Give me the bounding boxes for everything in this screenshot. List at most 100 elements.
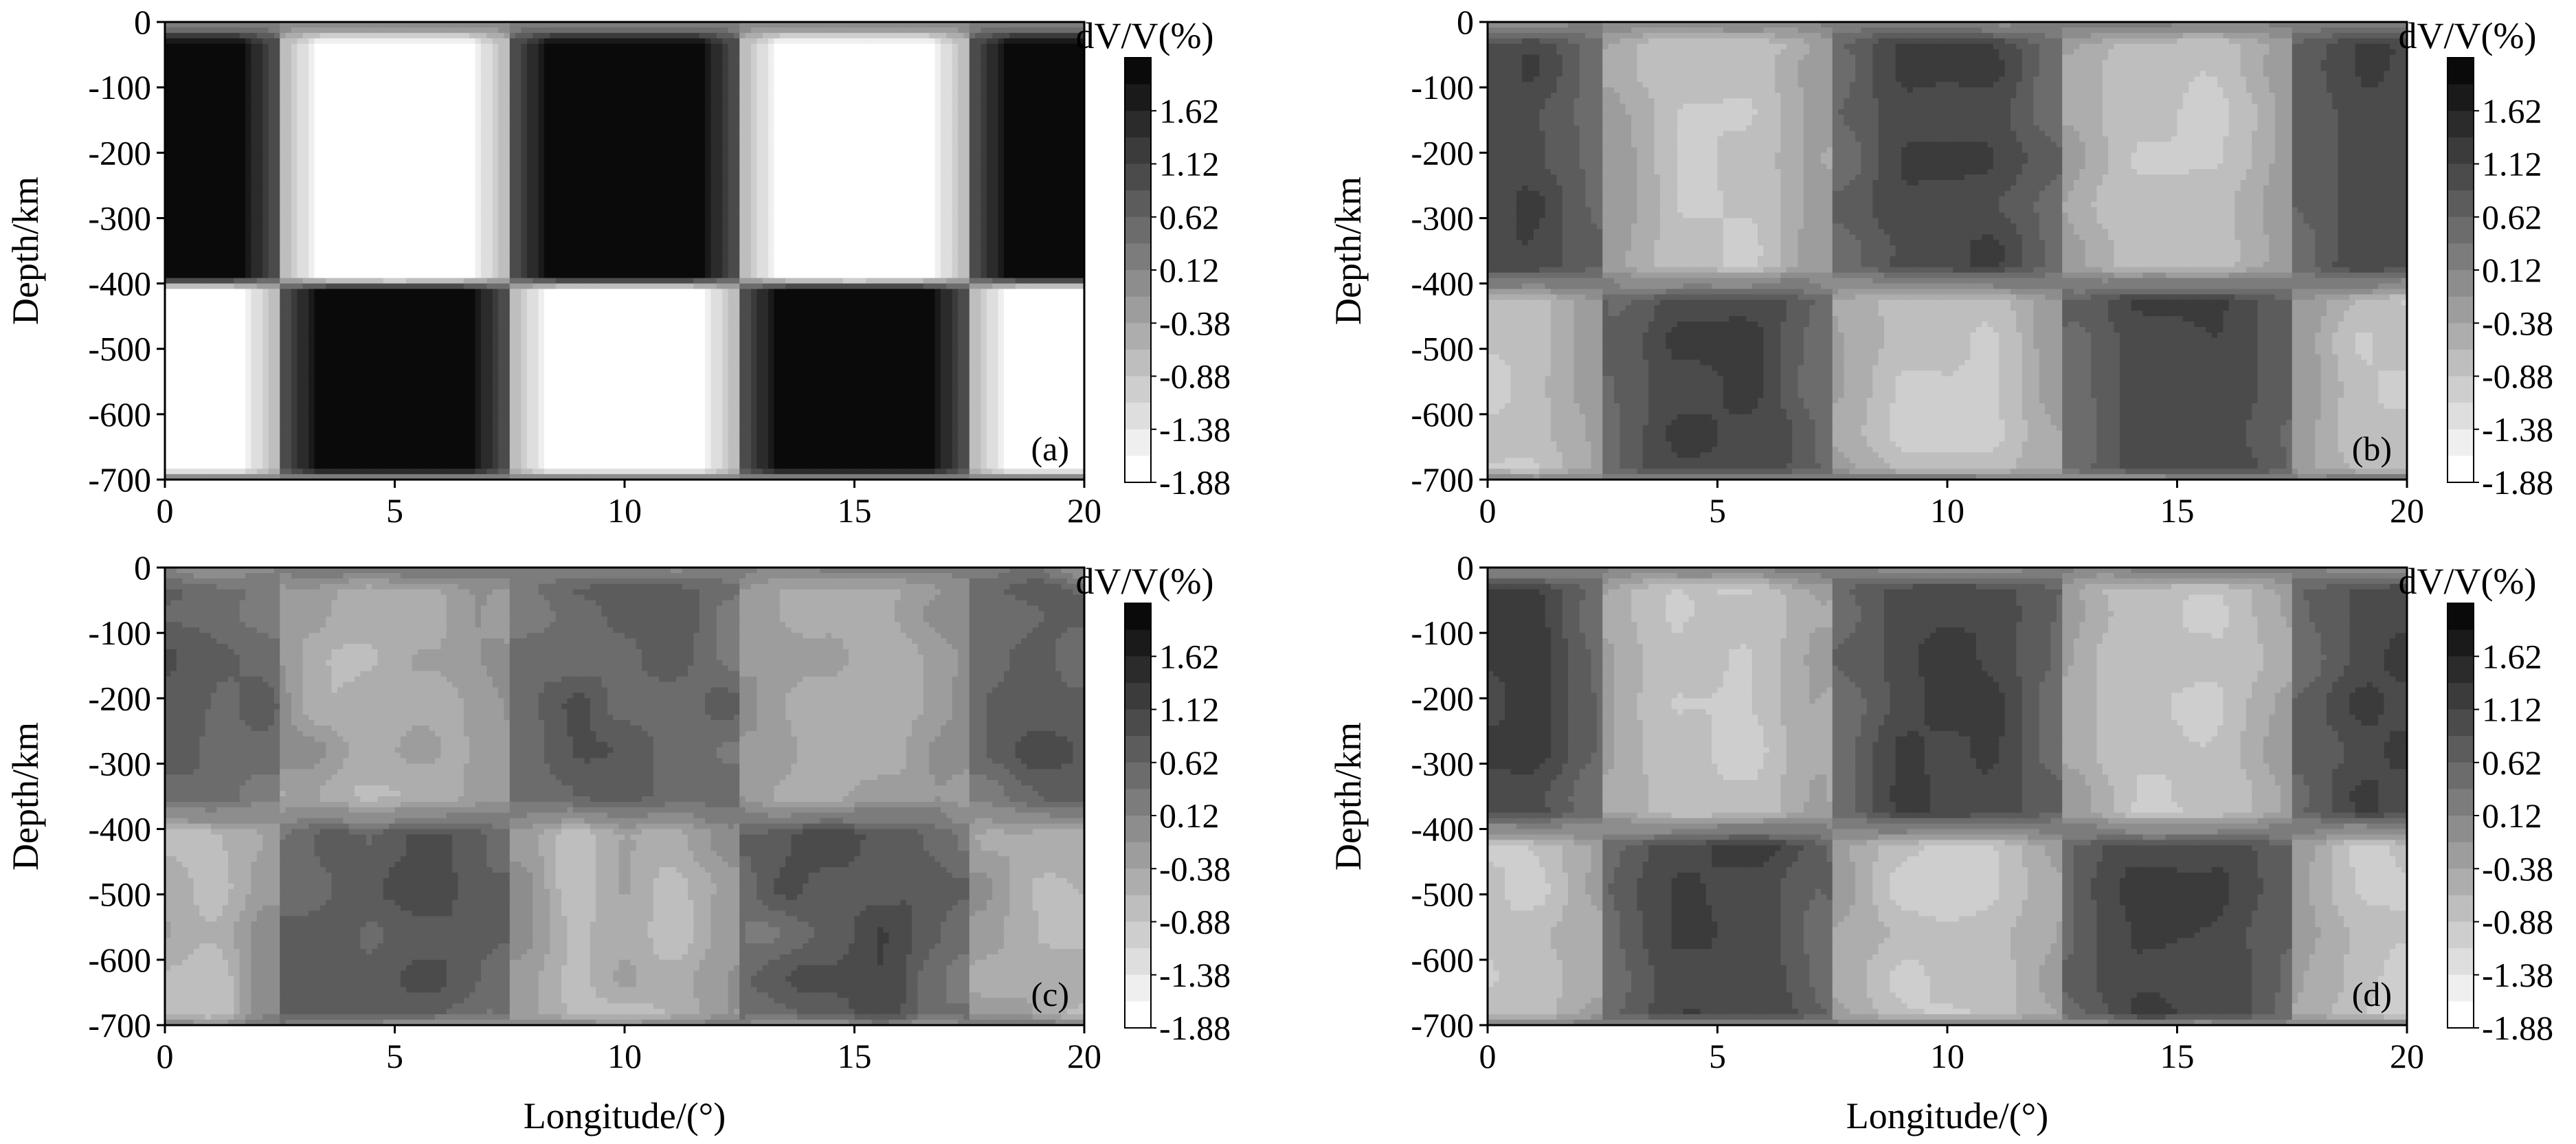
heatmap-cell [653,38,660,45]
heatmap-cell [860,38,866,45]
heatmap-cell [963,65,970,71]
heatmap-cell [274,82,280,88]
heatmap-cell [785,44,792,50]
heatmap-cell [1004,76,1010,82]
heatmap-cell [619,27,625,34]
heatmap-cell [895,33,901,39]
heatmap-cell [705,82,711,88]
heatmap-cell [504,55,510,61]
heatmap-cell [395,82,401,88]
heatmap-cell [757,38,763,45]
heatmap-cell [521,49,527,56]
heatmap-cell [452,33,458,39]
heatmap-cell [1050,44,1056,50]
heatmap-cell [177,71,183,77]
heatmap-cell [228,38,234,45]
heatmap-cell [665,82,671,88]
heatmap-cell [757,49,763,56]
heatmap-cell [1016,33,1022,39]
heatmap-cell [917,38,923,45]
heatmap-cell [837,55,843,61]
heatmap-cell [1027,49,1033,56]
heatmap-cell [240,44,246,50]
heatmap-cell [935,76,941,82]
heatmap-cell [303,87,309,93]
heatmap-cell [1027,82,1033,88]
heatmap-cell [395,49,401,56]
heatmap-cell [1021,60,1027,67]
heatmap-cell [1038,71,1044,77]
heatmap-cell [389,33,395,39]
heatmap-cell [952,49,959,56]
heatmap-cell [435,44,441,50]
heatmap-cell [280,71,286,77]
heatmap-cell [992,49,998,56]
heatmap-cell [389,65,395,71]
heatmap-cell [912,33,918,39]
heatmap-cell [757,60,763,67]
heatmap-cell [579,55,585,61]
heatmap-cell [676,49,682,56]
heatmap-cell [435,33,441,39]
heatmap-cell [223,82,229,88]
heatmap-cell [768,76,774,82]
heatmap-cell [527,71,533,77]
heatmap-cell [493,82,499,88]
heatmap-cell [556,27,562,34]
heatmap-cell [613,76,619,82]
heatmap-cell [211,76,217,82]
heatmap-cell [579,82,585,88]
heatmap-cell [855,55,861,61]
heatmap-cell [746,38,752,45]
heatmap-cell [498,49,504,56]
heatmap-cell [739,49,746,56]
heatmap-cell [917,60,923,67]
heatmap-cell [447,33,453,39]
heatmap-cell [757,55,763,61]
heatmap-cell [958,82,964,88]
heatmap-cell [751,55,757,61]
heatmap-cell [1016,71,1022,77]
heatmap-cell [613,44,619,50]
heatmap-cell [906,49,912,56]
heatmap-cell [377,76,383,82]
heatmap-cell [216,33,223,39]
heatmap-cell [475,76,482,82]
heatmap-cell [797,76,803,82]
heatmap-cell [262,44,269,50]
heatmap-cell [573,71,579,77]
heatmap-cell [360,60,366,67]
heatmap-cell [625,60,631,67]
heatmap-cell [958,65,964,71]
heatmap-cell [1016,38,1022,45]
heatmap-cell [1033,60,1039,67]
heatmap-cell [228,33,234,39]
heatmap-cell [1027,60,1033,67]
heatmap-cell [688,27,694,34]
heatmap-cell [757,44,763,50]
heatmap-cell [533,71,539,77]
heatmap-cell [866,65,872,71]
heatmap-cell [493,27,499,34]
heatmap-cell [872,33,878,39]
heatmap-cell [676,27,682,34]
heatmap-cell [739,55,746,61]
heatmap-cell [590,76,596,82]
heatmap-cell [274,55,280,61]
heatmap-cell [486,65,493,71]
heatmap-cell [458,33,464,39]
heatmap-cell [946,44,952,50]
heatmap-cell [211,65,217,71]
heatmap-cell [843,44,849,50]
heatmap-cell [739,60,746,67]
heatmap-cell [262,33,269,39]
heatmap-cell [1067,71,1073,77]
heatmap-cell [831,49,838,56]
heatmap-cell [245,60,251,67]
heatmap-cell [717,49,723,56]
heatmap-cell [992,44,998,50]
heatmap-cell [688,71,694,77]
heatmap-cell [917,27,923,34]
heatmap-cell [780,76,786,82]
heatmap-cell [958,60,964,67]
